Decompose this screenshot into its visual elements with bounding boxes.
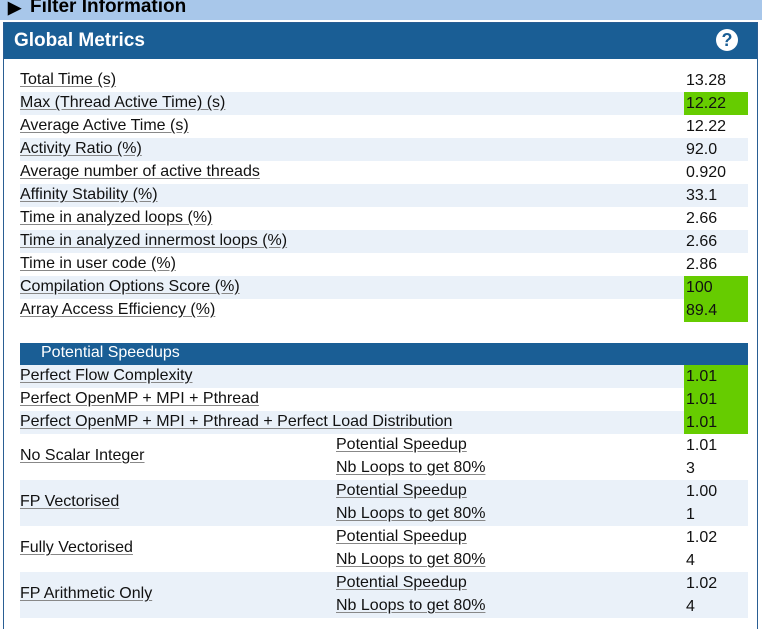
help-icon[interactable]: ? bbox=[716, 29, 738, 51]
potential-speedup-label[interactable]: Potential Speedup bbox=[336, 528, 467, 545]
global-metrics-panel: Global Metrics ? Total Time (s) 13.28 Ma… bbox=[3, 22, 758, 629]
metric-label[interactable]: Time in user code (%) bbox=[20, 255, 176, 272]
nb-loops-label[interactable]: Nb Loops to get 80% bbox=[336, 459, 486, 476]
speedup-row: Perfect OpenMP + MPI + Pthread + Perfect… bbox=[20, 411, 748, 434]
potential-speedup-value: 1.02 bbox=[686, 529, 718, 546]
metric-label[interactable]: Affinity Stability (%) bbox=[20, 186, 158, 203]
expand-arrow-icon: ▶ bbox=[8, 0, 22, 17]
nb-loops-value: 4 bbox=[686, 598, 695, 615]
metric-row: Time in analyzed innermost loops (%) 2.6… bbox=[20, 230, 748, 253]
metric-label[interactable]: Compilation Options Score (%) bbox=[20, 278, 240, 295]
metric-value: 0.920 bbox=[686, 164, 727, 181]
speedup-group: No Scalar Integer Potential Speedup 1.01… bbox=[20, 434, 748, 480]
metric-value: 2.86 bbox=[686, 256, 718, 273]
speedup-label[interactable]: Perfect Flow Complexity bbox=[20, 367, 193, 384]
metric-row: Total Time (s) 13.28 bbox=[20, 69, 748, 92]
speedup-value: 1.01 bbox=[684, 411, 748, 434]
metric-label[interactable]: Activity Ratio (%) bbox=[20, 140, 142, 157]
potential-speedup-value: 1.00 bbox=[686, 483, 718, 500]
group-label[interactable]: No Scalar Integer bbox=[20, 447, 145, 464]
metric-row: Max (Thread Active Time) (s) 12.22 bbox=[20, 92, 748, 115]
metric-value: 100 bbox=[684, 276, 748, 299]
metric-value: 12.22 bbox=[686, 118, 727, 135]
metric-row: Average Active Time (s) 12.22 bbox=[20, 115, 748, 138]
speedup-group: FP Vectorised Potential Speedup 1.00 Nb … bbox=[20, 480, 748, 526]
speedup-value: 1.01 bbox=[684, 365, 748, 388]
nb-loops-label[interactable]: Nb Loops to get 80% bbox=[336, 551, 486, 568]
metric-label[interactable]: Time in analyzed innermost loops (%) bbox=[20, 232, 288, 249]
metric-row: Time in analyzed loops (%) 2.66 bbox=[20, 207, 748, 230]
potential-speedup-label[interactable]: Potential Speedup bbox=[336, 574, 467, 591]
metric-value: 2.66 bbox=[686, 210, 718, 227]
speedup-label[interactable]: Perfect OpenMP + MPI + Pthread + Perfect… bbox=[20, 413, 453, 430]
speedup-group: FP Arithmetic Only Potential Speedup 1.0… bbox=[20, 572, 748, 618]
metric-label[interactable]: Max (Thread Active Time) (s) bbox=[20, 94, 226, 111]
metric-row: Time in user code (%) 2.86 bbox=[20, 253, 748, 276]
speedup-row: Perfect Flow Complexity 1.01 bbox=[20, 365, 748, 388]
speedup-label[interactable]: Perfect OpenMP + MPI + Pthread bbox=[20, 390, 259, 407]
metric-row: Array Access Efficiency (%) 89.4 bbox=[20, 299, 748, 322]
metric-row: Affinity Stability (%) 33.1 bbox=[20, 184, 748, 207]
speedup-value: 1.01 bbox=[684, 388, 748, 411]
potential-speedups-header: Potential Speedups bbox=[20, 343, 748, 365]
metric-row: Activity Ratio (%) 92.0 bbox=[20, 138, 748, 161]
metric-value: 2.66 bbox=[686, 233, 718, 250]
metric-label[interactable]: Array Access Efficiency (%) bbox=[20, 301, 216, 318]
metric-row: Compilation Options Score (%) 100 bbox=[20, 276, 748, 299]
metric-value: 33.1 bbox=[686, 187, 718, 204]
metric-label[interactable]: Total Time (s) bbox=[20, 71, 117, 88]
metric-value: 13.28 bbox=[686, 72, 727, 89]
potential-speedup-label[interactable]: Potential Speedup bbox=[336, 482, 467, 499]
panel-title: Global Metrics bbox=[14, 30, 145, 51]
nb-loops-value: 3 bbox=[686, 460, 695, 477]
metric-label[interactable]: Time in analyzed loops (%) bbox=[20, 209, 213, 226]
potential-speedup-value: 1.01 bbox=[686, 437, 718, 454]
filter-information-toggle[interactable]: ▶ Filter Information bbox=[0, 0, 762, 20]
metric-row: Average number of active threads 0.920 bbox=[20, 161, 748, 184]
panel-header: Global Metrics ? bbox=[4, 23, 757, 59]
metric-value: 12.22 bbox=[684, 92, 748, 115]
metric-label[interactable]: Average Active Time (s) bbox=[20, 117, 189, 134]
filter-information-label: Filter Information bbox=[30, 0, 187, 17]
nb-loops-value: 1 bbox=[686, 506, 695, 523]
nb-loops-value: 4 bbox=[686, 552, 695, 569]
group-label[interactable]: Fully Vectorised bbox=[20, 539, 133, 556]
potential-speedup-label[interactable]: Potential Speedup bbox=[336, 436, 467, 453]
nb-loops-label[interactable]: Nb Loops to get 80% bbox=[336, 505, 486, 522]
metric-label[interactable]: Average number of active threads bbox=[20, 163, 260, 180]
group-label[interactable]: FP Vectorised bbox=[20, 493, 120, 510]
speedup-row: Perfect OpenMP + MPI + Pthread 1.01 bbox=[20, 388, 748, 411]
section-title: Potential Speedups bbox=[41, 344, 180, 361]
potential-speedup-value: 1.02 bbox=[686, 575, 718, 592]
nb-loops-label[interactable]: Nb Loops to get 80% bbox=[336, 597, 486, 614]
speedup-group: Fully Vectorised Potential Speedup 1.02 … bbox=[20, 526, 748, 572]
metric-value: 92.0 bbox=[686, 141, 718, 158]
group-label[interactable]: FP Arithmetic Only bbox=[20, 585, 153, 602]
metric-value: 89.4 bbox=[684, 299, 748, 322]
